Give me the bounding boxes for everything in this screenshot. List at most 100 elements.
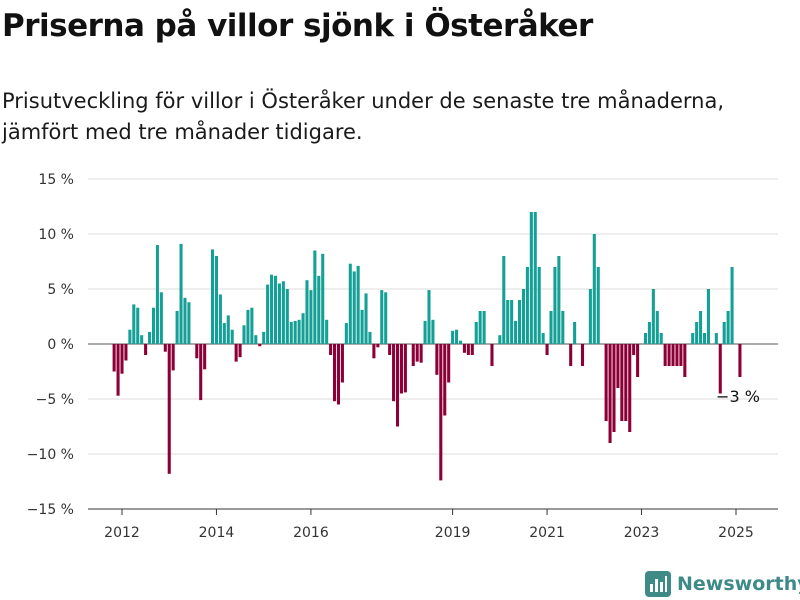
bar — [462, 344, 466, 353]
x-tick-label: 2019 — [435, 525, 471, 541]
bar — [482, 311, 486, 344]
bar — [313, 250, 317, 344]
bar — [250, 307, 254, 344]
bar — [517, 300, 522, 344]
bar — [214, 256, 218, 344]
bar — [695, 322, 699, 344]
bar — [427, 290, 431, 344]
bar — [647, 322, 651, 344]
bar — [321, 253, 325, 344]
bar — [561, 311, 565, 344]
bar — [569, 344, 573, 366]
bar — [230, 329, 234, 344]
bar — [738, 344, 742, 377]
bar — [458, 340, 463, 344]
bar — [588, 289, 592, 344]
bar — [392, 344, 396, 402]
bar — [242, 325, 246, 344]
bar — [702, 333, 707, 344]
bar — [553, 267, 557, 344]
bar — [399, 344, 403, 394]
bar — [159, 292, 163, 344]
bar — [132, 304, 136, 344]
bar — [277, 283, 281, 344]
bar — [663, 344, 667, 366]
bar — [203, 344, 207, 370]
bar — [112, 344, 116, 372]
bar — [510, 300, 514, 344]
bar — [333, 344, 337, 402]
bar — [659, 333, 663, 344]
bar-chart-logo-icon — [645, 571, 671, 597]
bar — [525, 267, 529, 344]
bar — [218, 294, 222, 344]
bar — [636, 344, 640, 377]
bar — [155, 245, 159, 344]
bar — [348, 263, 352, 344]
bar — [340, 344, 344, 383]
bar — [447, 344, 451, 383]
x-tick-label: 2021 — [529, 525, 565, 541]
bar — [222, 323, 226, 344]
bar — [364, 293, 368, 344]
bar — [384, 292, 388, 344]
bar — [238, 344, 242, 358]
bar — [175, 311, 179, 344]
bar — [297, 319, 301, 344]
bar — [455, 329, 459, 344]
bar — [604, 344, 608, 421]
bar — [246, 309, 250, 344]
bar — [675, 344, 679, 366]
annotation-label: −3 % — [716, 387, 760, 406]
bar — [344, 323, 348, 344]
bar — [608, 344, 612, 443]
bar — [439, 344, 443, 481]
bar — [502, 256, 506, 344]
bar — [336, 344, 341, 405]
y-tick-label: 15 % — [38, 172, 74, 188]
x-tick-label: 2012 — [104, 525, 140, 541]
bar — [718, 344, 722, 394]
bar — [116, 344, 120, 396]
bar — [628, 344, 632, 432]
bar — [726, 311, 730, 344]
bar — [466, 344, 470, 355]
bar — [714, 333, 718, 344]
bar — [183, 297, 187, 344]
bar — [592, 234, 596, 344]
bar — [352, 271, 356, 344]
bar — [655, 311, 659, 344]
bar — [624, 344, 628, 421]
bar — [683, 344, 687, 377]
bar — [533, 212, 537, 344]
bar — [616, 344, 620, 388]
bar — [521, 289, 525, 344]
bar — [171, 344, 175, 371]
bar — [423, 320, 427, 344]
bar — [451, 330, 455, 344]
chart-title: Priserna på villor sjönk i Österåker — [2, 8, 593, 44]
bar — [136, 307, 140, 344]
bar — [596, 267, 600, 344]
bar — [545, 344, 549, 355]
bar — [301, 313, 305, 344]
bar — [667, 344, 671, 366]
bar — [435, 344, 439, 375]
x-tick-label: 2016 — [293, 525, 329, 541]
logo-text: Newsworthy — [677, 573, 800, 595]
bar — [443, 344, 447, 416]
x-tick-label: 2023 — [624, 525, 660, 541]
bar — [309, 290, 313, 344]
bar — [580, 344, 585, 366]
bar — [549, 311, 553, 344]
bar — [699, 311, 703, 344]
bar — [706, 289, 710, 344]
bar — [691, 333, 695, 344]
bar — [234, 344, 238, 362]
y-tick-label: −10 % — [27, 447, 74, 463]
bar — [289, 322, 293, 344]
bar — [258, 344, 262, 347]
bar — [651, 289, 655, 344]
bar — [529, 212, 533, 344]
bar — [388, 344, 392, 355]
